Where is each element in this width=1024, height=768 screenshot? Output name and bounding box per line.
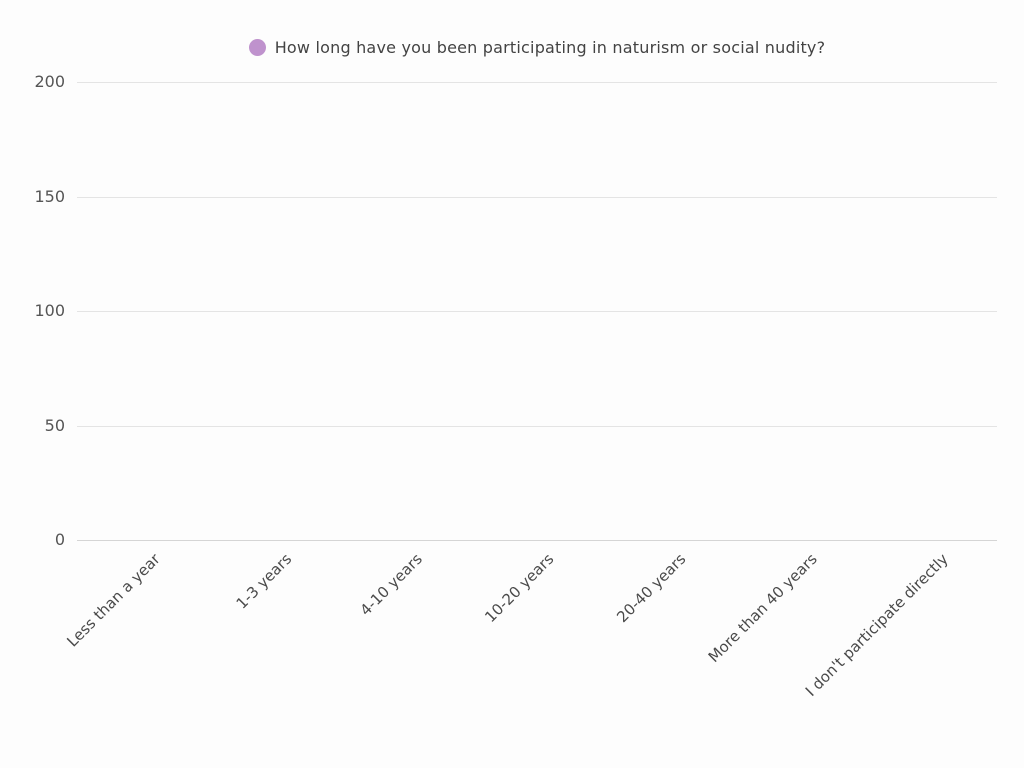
y-tick-label-0: 0 (54, 530, 65, 549)
legend-label: How long have you been participating in … (274, 38, 826, 57)
chart-legend[interactable]: How long have you been participating in … (77, 38, 997, 57)
gridline-y-50 (77, 426, 997, 427)
x-tick-label-7: I don't participate directly (802, 550, 953, 700)
x-tick-label-5: 20-40 years (613, 550, 690, 627)
y-tick-label-150: 150 (34, 187, 65, 206)
x-tick-label-6: More than 40 years (704, 550, 821, 666)
x-tick-label-3: 4-10 years (356, 550, 427, 620)
x-axis-line (77, 540, 997, 541)
x-tick-label-2: 1-3 years (232, 550, 295, 613)
legend-series-marker-icon (248, 39, 266, 56)
gridline-y-150 (77, 197, 997, 198)
y-tick-label-200: 200 (34, 72, 65, 91)
x-tick-label-4: 10-20 years (481, 550, 558, 627)
gridline-y-100 (77, 311, 997, 312)
x-tick-label-1: Less than a year (63, 550, 164, 651)
y-tick-label-50: 50 (44, 416, 65, 435)
y-tick-label-100: 100 (34, 301, 65, 320)
gridline-y-200 (77, 82, 997, 83)
